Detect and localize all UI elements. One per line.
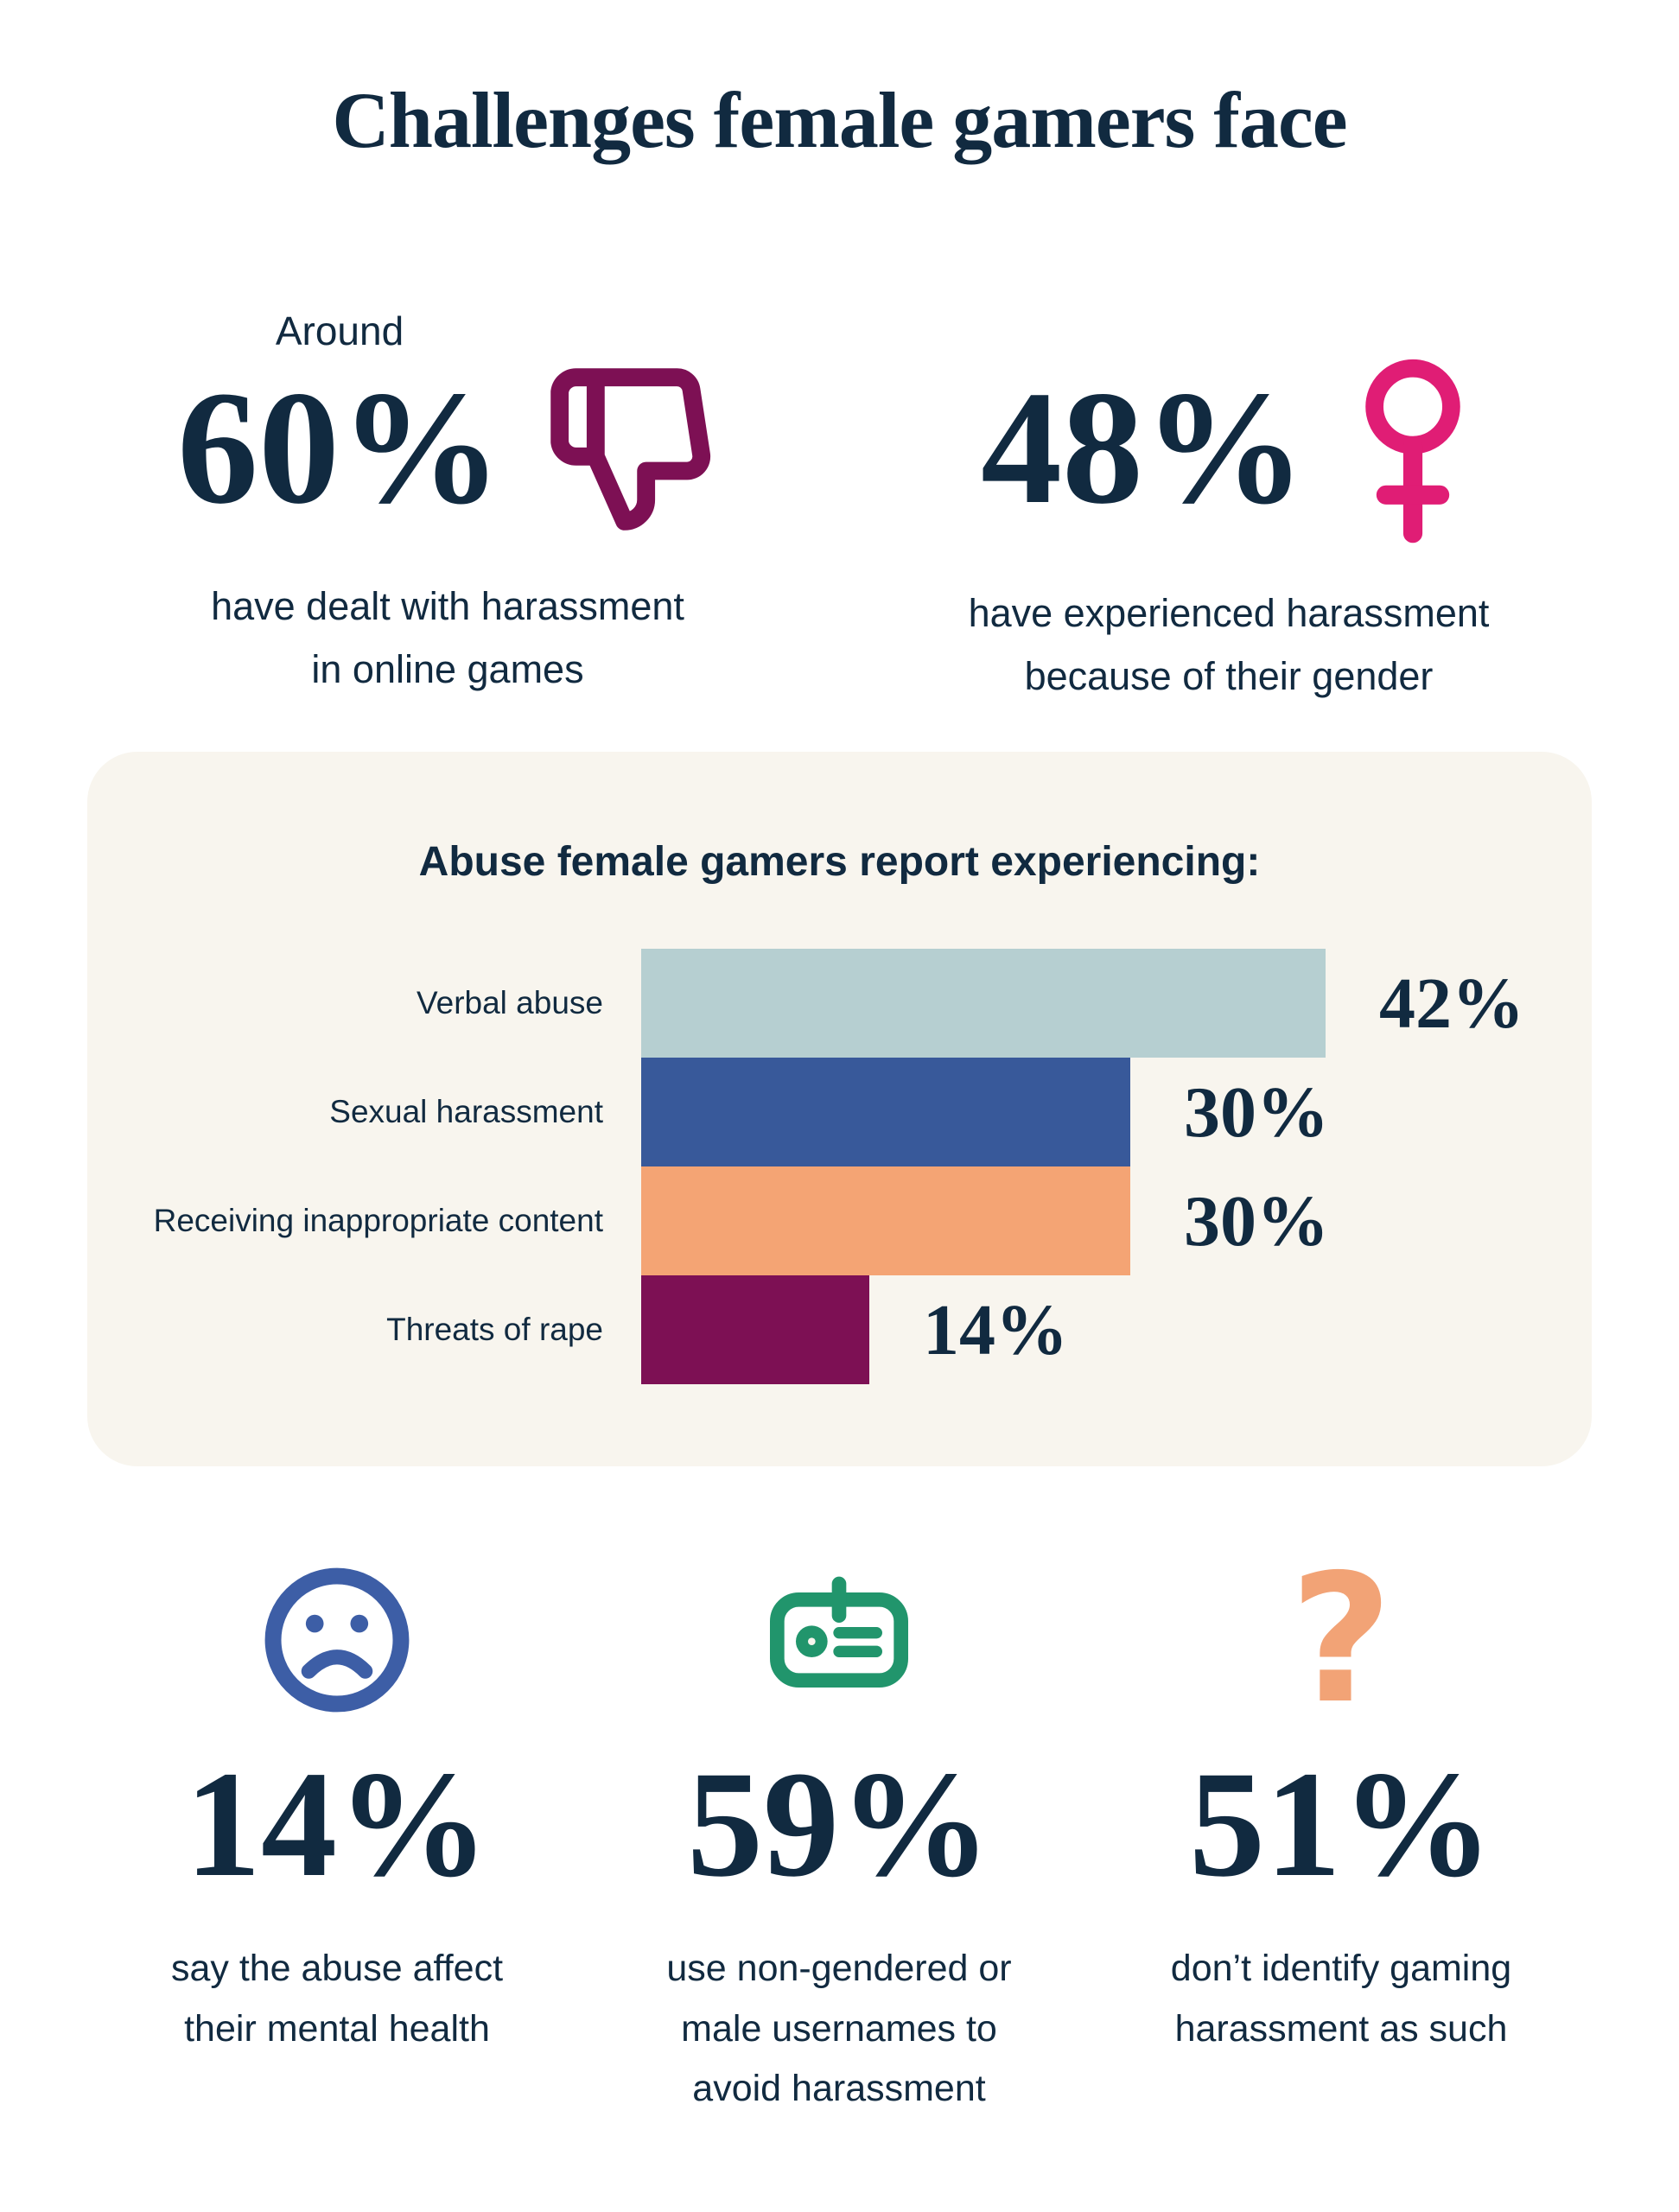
question-mark-icon: ?	[1289, 1536, 1393, 1743]
stat-harassment-gender: 48% have experienced harassment because …	[892, 304, 1566, 709]
bar-inappropriate-content	[641, 1166, 1130, 1275]
bar-verbal-abuse	[641, 949, 1326, 1058]
stat-value: 59%	[687, 1740, 991, 1909]
chart-category-label: Receiving inappropriate content	[153, 1203, 603, 1238]
chart-row: Verbal abuse 42%	[87, 949, 1592, 1058]
chart-title: Abuse female gamers report experiencing:	[418, 839, 1261, 885]
stat-harassment-online: Around 60% have dealt with harassment in…	[111, 304, 785, 702]
stat-row: 48%	[892, 304, 1566, 548]
female-icon	[1365, 359, 1460, 543]
chart-card: Abuse female gamers report experiencing:…	[87, 752, 1592, 1466]
stat-usernames: 59% use non-gendered or male usernames t…	[606, 1560, 1072, 2120]
chart-row: Threats of rape 14%	[87, 1275, 1592, 1384]
bar-value-label: 30%	[1184, 1071, 1329, 1153]
stat-prefix: Around	[275, 308, 404, 353]
bar-value-label: 30%	[1184, 1180, 1329, 1262]
bar-chart: Verbal abuse 42% Sexual harassment 30% R…	[87, 949, 1592, 1384]
stat-identify-harassment: ? 51% don’t identify gaming harassment a…	[1108, 1551, 1574, 2059]
stat-row: Around 60%	[111, 304, 785, 541]
id-badge-icon	[770, 1576, 908, 1688]
stat-caption: use non-gendered or male usernames to av…	[666, 1948, 1012, 2110]
stat-value: 14%	[185, 1740, 489, 1909]
thumbs-down-icon	[550, 368, 711, 531]
bar-value-label: 14%	[923, 1289, 1068, 1370]
stat-value: 48%	[981, 357, 1306, 537]
stat-value: 51%	[1189, 1740, 1493, 1909]
chart-category-label: Sexual harassment	[329, 1094, 603, 1129]
chart-category-label: Verbal abuse	[416, 985, 603, 1020]
chart-row: Sexual harassment 30%	[87, 1058, 1592, 1166]
chart-category-label: Threats of rape	[386, 1312, 603, 1347]
stat-caption: don’t identify gaming harassment as such	[1170, 1948, 1512, 2050]
chart-row: Receiving inappropriate content 30%	[87, 1166, 1592, 1275]
stat-value: 60%	[177, 357, 502, 537]
bar-value-label: 42%	[1379, 963, 1524, 1044]
stat-mental-health: 14% say the abuse affect their mental he…	[104, 1560, 570, 2059]
page-title: Challenges female gamers face	[332, 76, 1347, 164]
stat-caption: have dealt with harassment in online gam…	[211, 584, 684, 691]
stat-caption: have experienced harassment because of t…	[968, 591, 1490, 698]
stat-caption: say the abuse affect their mental health	[170, 1948, 504, 2050]
bar-sexual-harassment	[641, 1058, 1130, 1166]
sad-face-icon	[264, 1567, 410, 1713]
bar-threats-of-rape	[641, 1275, 869, 1384]
